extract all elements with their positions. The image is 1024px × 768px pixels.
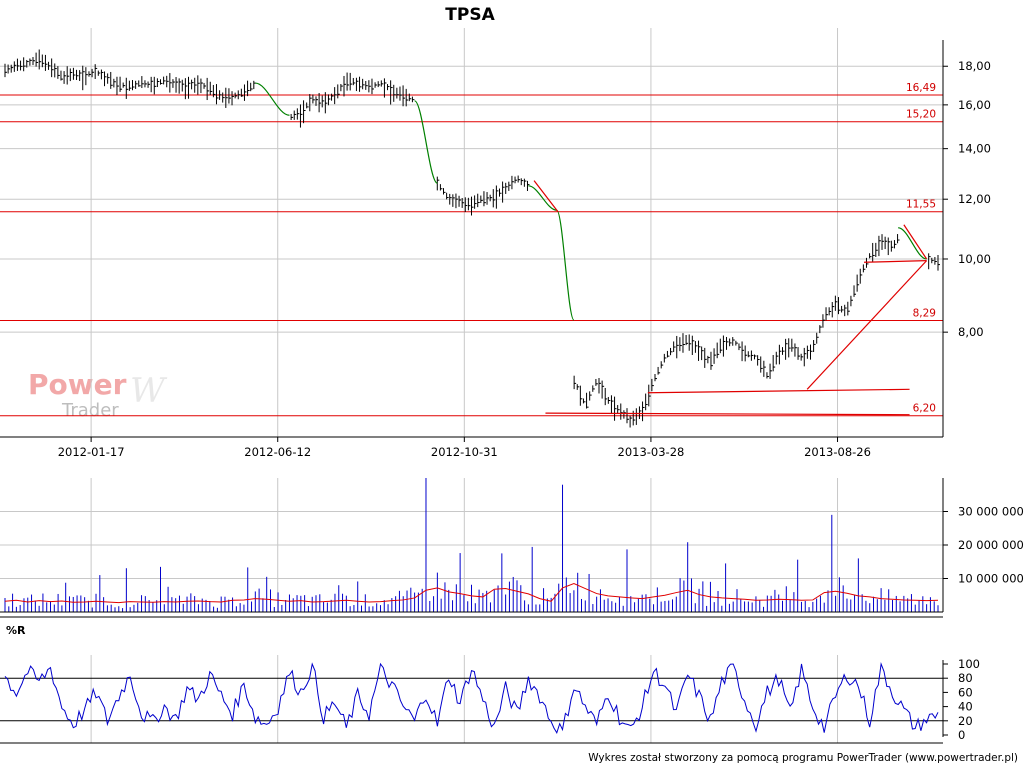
wr-threshold-lines xyxy=(0,677,943,722)
wr-y-tick-label: 40 xyxy=(958,700,973,714)
volume-panel: 30 000 000 20 000 000 10 000 000 xyxy=(0,478,1024,613)
volume-y-tick-label: 20 000 000 xyxy=(958,538,1024,552)
price-trendlines xyxy=(533,180,928,416)
logo-word-power: Power xyxy=(28,368,127,401)
price-y-ticks: 18,00 16,00 14,00 12,00 10,00 8,00 xyxy=(943,59,991,339)
price-x-tick-label: 2012-10-31 xyxy=(431,445,498,459)
wr-label: %R xyxy=(6,624,26,637)
price-trend-curve xyxy=(556,209,575,321)
price-level-label: 8,29 xyxy=(913,307,936,319)
volume-y-tick-label: 30 000 000 xyxy=(958,505,1024,519)
price-level-label: 11,55 xyxy=(906,199,936,211)
price-x-ticks: 2012-01-17 2012-06-12 2012-10-31 2013-03-28… xyxy=(58,437,871,459)
price-levels: 16,49 15,20 11,55 8,29 6,20 xyxy=(0,82,943,417)
footer-credit: Wykres został stworzony za pomocą progra… xyxy=(588,752,1018,764)
wr-grid xyxy=(90,655,839,743)
price-x-tick-label: 2012-01-17 xyxy=(58,445,125,459)
price-level-label: 15,20 xyxy=(906,109,936,121)
wr-series-line xyxy=(4,662,939,735)
price-trendline xyxy=(903,224,928,260)
price-y-tick-label: 10,00 xyxy=(958,252,991,266)
volume-average-line xyxy=(4,582,939,604)
volume-y-ticks: 30 000 000 20 000 000 10 000 000 xyxy=(943,505,1024,586)
volume-y-tick-label: 10 000 000 xyxy=(958,572,1024,586)
price-trendline xyxy=(806,260,928,390)
logo-mark: W xyxy=(130,371,168,411)
price-trend-curve xyxy=(897,227,927,260)
wr-y-tick-label: 0 xyxy=(958,728,965,742)
wr-y-tick-label: 60 xyxy=(958,685,973,699)
price-x-tick-label: 2013-03-28 xyxy=(618,445,685,459)
chart-title: TPSA xyxy=(445,5,495,25)
volume-average xyxy=(4,582,939,604)
price-y-tick-label: 12,00 xyxy=(958,192,991,206)
price-bars xyxy=(4,49,940,428)
price-y-tick-label: 18,00 xyxy=(958,59,991,73)
price-y-tick-label: 8,00 xyxy=(958,325,984,339)
wr-series xyxy=(4,662,939,735)
wr-y-tick-label: 100 xyxy=(958,657,980,671)
price-trend-curve xyxy=(255,82,290,116)
price-level-label: 6,20 xyxy=(913,403,936,415)
price-y-tick-label: 16,00 xyxy=(958,98,991,112)
price-trendline xyxy=(545,412,910,416)
price-trendline xyxy=(647,388,910,394)
price-trend-curve xyxy=(528,185,557,211)
price-trend xyxy=(255,82,927,321)
price-level-label: 16,49 xyxy=(906,82,936,94)
price-x-tick-label: 2012-06-12 xyxy=(244,445,311,459)
logo-word-trader: Trader xyxy=(61,400,119,421)
price-trendline xyxy=(533,180,559,213)
wr-y-tick-label: 20 xyxy=(958,714,973,728)
price-trend-curve xyxy=(414,100,438,184)
volume-bars xyxy=(4,478,939,612)
wr-y-tick-label: 80 xyxy=(958,671,973,685)
price-y-tick-label: 14,00 xyxy=(958,142,991,156)
price-x-tick-label: 2013-08-26 xyxy=(804,445,871,459)
powertrader-logo: Power Trader W xyxy=(28,368,168,421)
volume-grid xyxy=(0,478,943,612)
price-trendline xyxy=(864,260,927,263)
